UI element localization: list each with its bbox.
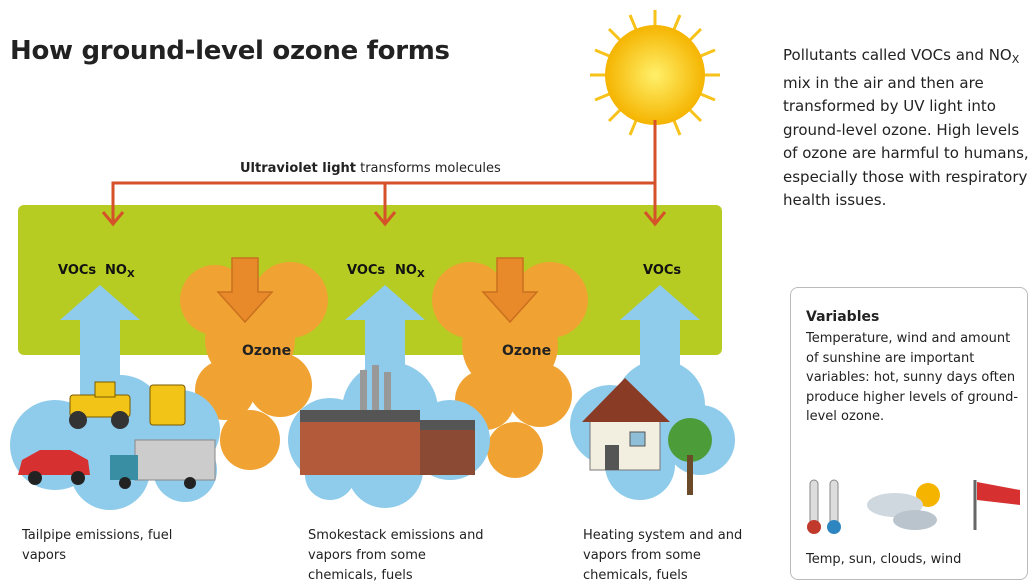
source-caption: Tailpipe emissions, fuel vapors [22,526,202,566]
pollutant: NOX [105,263,135,280]
pollutant-name: NO [105,263,127,278]
uv-label-rest: transforms molecules [356,161,501,176]
ozone-label: Ozone [502,343,551,359]
pollutant-name: NO [395,263,417,278]
description-sub: X [1012,53,1020,66]
uv-label: Ultraviolet light transforms molecules [240,161,501,176]
pollutant: VOCs [643,263,681,278]
variables-caption: Temp, sun, clouds, wind [806,552,961,567]
page: {"header": {"title": "How ground-level o… [0,0,1035,587]
pollutant-sub: X [417,269,425,280]
factory-icon [300,365,475,475]
description-text: mix in the air and then are transformed … [783,74,1029,210]
description: Pollutants called VOCs and NOX mix in th… [783,44,1033,213]
uv-label-bold: Ultraviolet light [240,161,356,176]
variables-title: Variables [806,309,879,325]
pollutant: NOX [395,263,425,280]
variables-text: Temperature, wind and amount of sunshine… [806,329,1026,427]
title: How ground-level ozone forms [10,36,450,66]
pollutant: VOCs [58,263,96,278]
ozone-label: Ozone [242,343,291,359]
description-text: Pollutants called VOCs and NO [783,46,1012,64]
pollutant-sub: X [127,269,135,280]
pollutant: VOCs [347,263,385,278]
source-caption: Smokestack emissions and vapors from som… [308,526,488,586]
source-caption: Heating system and and vapors from some … [583,526,763,586]
